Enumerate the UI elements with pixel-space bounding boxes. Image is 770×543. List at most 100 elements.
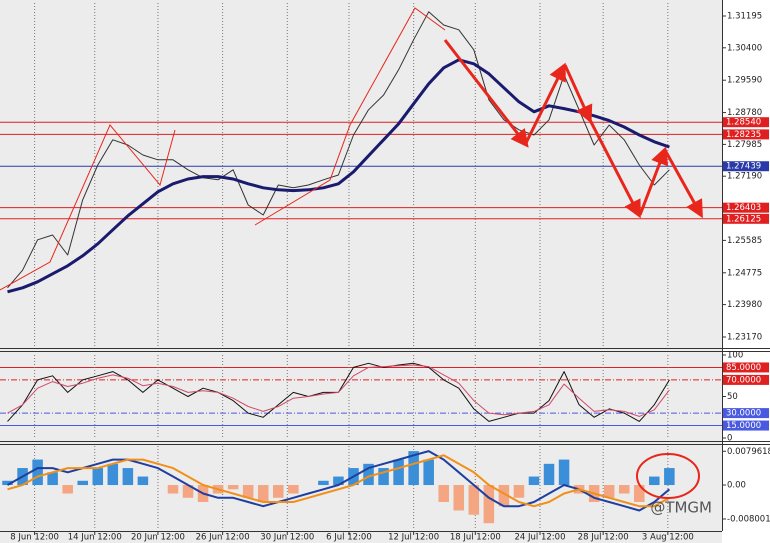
- zigzag: [0, 124, 176, 291]
- x-tick-label: 6 Jul 12:00: [326, 533, 372, 543]
- bar: [167, 485, 179, 494]
- y-tick-label: 1.27985: [727, 140, 762, 150]
- arrow: [588, 119, 641, 219]
- bar: [618, 485, 630, 494]
- y-tick-label: 50: [727, 392, 738, 402]
- x-tick-label: 20 Jun 12:00: [131, 533, 185, 543]
- bar: [664, 468, 675, 486]
- x-tick-label: 14 Jun 12:00: [68, 533, 122, 543]
- x-tick-label: 30 Jun 12:00: [260, 533, 314, 543]
- x-tick-label: 8 Jun 12:00: [10, 533, 59, 543]
- bar: [453, 485, 465, 511]
- level-label-box: [723, 420, 769, 431]
- y-tick-label: 1.24775: [727, 268, 762, 278]
- y-tick-label: -0.0080017: [727, 514, 770, 524]
- level-label: 1.27439: [726, 162, 761, 172]
- bar: [498, 485, 510, 507]
- bar: [242, 485, 254, 498]
- panel-separators: [0, 0, 770, 532]
- bar: [649, 476, 660, 486]
- level-label-box: [723, 213, 769, 224]
- arrow: [563, 64, 593, 124]
- bar: [47, 472, 58, 486]
- bar: [273, 485, 284, 498]
- y-tick-label: 0: [727, 434, 732, 444]
- bar: [92, 468, 104, 486]
- bar: [513, 485, 525, 498]
- bar: [558, 459, 570, 486]
- bar: [528, 476, 540, 486]
- level-label: 70.0000: [726, 375, 761, 385]
- x-tick-label: 24 Jul 12:00: [515, 533, 566, 543]
- data-layer: [2, 11, 675, 524]
- bar: [543, 463, 555, 486]
- bar: [137, 476, 149, 486]
- arrow: [523, 62, 566, 146]
- x-tick-label: 18 Jul 12:00: [450, 533, 501, 543]
- level-label-box: [723, 408, 769, 419]
- bar: [288, 485, 299, 494]
- bar: [363, 463, 374, 486]
- x-tick-label: 3 Aug 12:00: [642, 533, 694, 543]
- axis-background: [722, 0, 770, 543]
- level-label-box: [723, 117, 769, 128]
- level-label: 1.28540: [726, 118, 761, 128]
- annotations: [0, 7, 703, 499]
- line: [7, 58, 670, 294]
- bar: [227, 485, 239, 490]
- bar: [468, 485, 480, 515]
- bar: [423, 459, 434, 486]
- highlight-circle: [636, 453, 700, 499]
- bar: [2, 480, 13, 486]
- bar: [182, 485, 194, 498]
- y-tick-label: 1.27190: [727, 172, 762, 182]
- bar: [378, 468, 389, 486]
- x-tick-label: 26 Jun 12:00: [196, 533, 250, 543]
- arrow: [663, 149, 703, 219]
- y-tick-label: 0.00: [727, 481, 746, 491]
- y-tick-label: 0.0079618: [727, 447, 770, 457]
- level-label: 1.28235: [726, 130, 761, 140]
- level-label: 85.0000: [726, 363, 761, 373]
- level-label: 1.26125: [726, 214, 761, 224]
- level-label: 1.26403: [726, 203, 761, 213]
- bar: [62, 485, 73, 494]
- zigzag: [254, 7, 446, 226]
- bar: [77, 480, 88, 486]
- y-tick-label: 1.25585: [727, 236, 762, 246]
- level-label-box: [723, 161, 769, 172]
- bar: [318, 480, 329, 486]
- arrow: [443, 39, 529, 148]
- plot-background: [0, 0, 722, 543]
- arrow: [638, 146, 669, 216]
- bar: [634, 485, 645, 502]
- bar: [483, 485, 495, 524]
- y-tick-label: 1.23980: [727, 300, 762, 310]
- level-label: 15.0000: [726, 421, 761, 431]
- watermark: @TMGM: [650, 499, 712, 517]
- level-label-box: [723, 129, 769, 140]
- level-label: 30.0000: [726, 409, 761, 419]
- line: [7, 11, 670, 289]
- y-tick-label: 1.31195: [727, 12, 762, 22]
- line: [7, 450, 671, 512]
- bar: [333, 476, 344, 486]
- y-tick-label: 1.30400: [727, 43, 762, 53]
- y-tick-label: 1.29590: [727, 76, 762, 86]
- level-label-box: [723, 374, 769, 385]
- level-label-box: [723, 202, 769, 213]
- bar: [408, 451, 419, 486]
- line: [7, 454, 670, 508]
- bar: [603, 485, 615, 498]
- x-tick-label: 28 Jul 12:00: [578, 533, 629, 543]
- line: [7, 364, 670, 417]
- bar: [32, 459, 43, 486]
- bar: [393, 459, 404, 486]
- bar: [107, 463, 119, 486]
- bar: [257, 485, 269, 502]
- y-tick-label: 1.23170: [727, 333, 762, 343]
- y-tick-label: 1.28780: [727, 108, 762, 118]
- y-tick-label: 100: [727, 351, 743, 361]
- level-label-box: [723, 362, 769, 373]
